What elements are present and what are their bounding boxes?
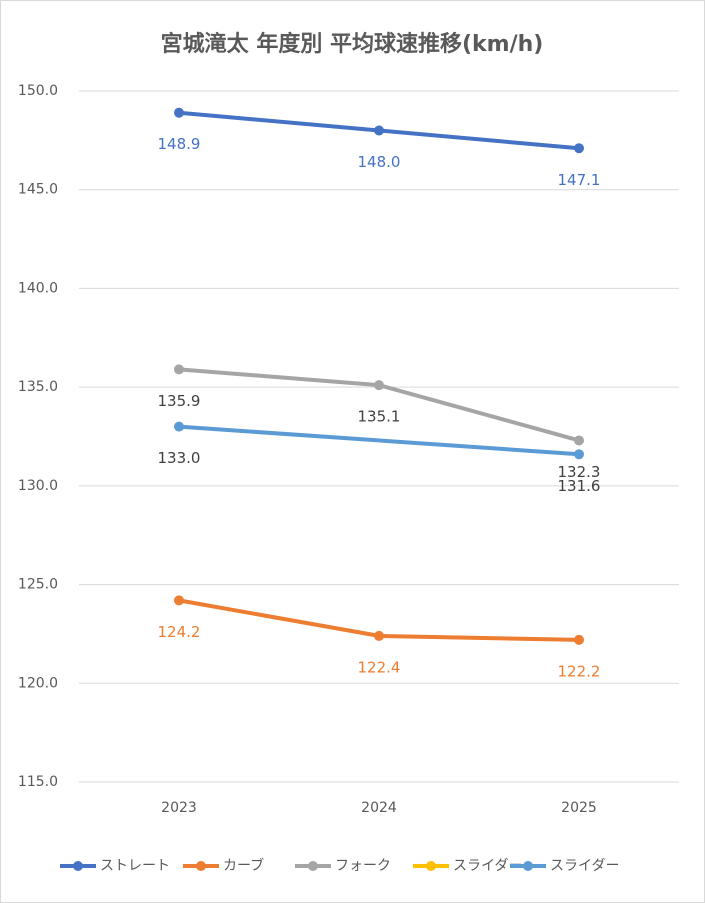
y-tick-label: 145.0 <box>18 182 58 198</box>
y-tick-label: 115.0 <box>18 774 58 790</box>
series-line <box>177 424 581 457</box>
data-label: 131.6 <box>558 477 601 495</box>
point <box>174 421 184 432</box>
point <box>574 449 584 460</box>
x-tick-label: 2025 <box>561 800 597 816</box>
point <box>574 435 584 446</box>
data-label: 122.2 <box>558 662 601 680</box>
data-label: 135.1 <box>358 408 401 426</box>
legend-label: スライダー <box>453 858 522 874</box>
point <box>174 595 184 606</box>
point <box>174 107 184 118</box>
data-label: 132.3 <box>558 463 601 481</box>
point <box>374 380 384 391</box>
x-tick-label: 2024 <box>361 800 397 816</box>
legend-marker <box>426 861 436 871</box>
data-label: 148.9 <box>158 135 201 153</box>
legend-marker <box>73 861 83 871</box>
legend-marker <box>196 861 206 871</box>
legend-marker <box>308 861 318 871</box>
point <box>574 634 584 645</box>
y-tick-label: 150.0 <box>18 83 58 99</box>
point <box>374 125 384 136</box>
y-tick-label: 140.0 <box>18 280 58 296</box>
legend-label: カーブ <box>223 857 264 874</box>
legend-marker <box>523 861 533 871</box>
chart-title: 宮城滝太 年度別 平均球速推移(km/h) <box>161 31 544 57</box>
x-tick-label: 2023 <box>161 800 197 816</box>
point <box>574 143 584 154</box>
data-label: 133.0 <box>158 449 201 467</box>
data-label: 135.9 <box>158 392 201 410</box>
y-tick-label: 135.0 <box>18 379 58 395</box>
data-label: 124.2 <box>158 623 201 641</box>
point <box>374 630 384 641</box>
data-label: 147.1 <box>558 171 601 189</box>
data-label: 148.0 <box>358 153 401 171</box>
point <box>174 364 184 375</box>
legend-label: フォーク <box>335 858 391 874</box>
data-label: 122.4 <box>358 658 401 676</box>
y-tick-label: 120.0 <box>18 675 58 691</box>
y-tick-label: 125.0 <box>18 577 58 593</box>
legend-label: ストレート <box>100 858 170 874</box>
legend-label: スライダー <box>550 858 619 874</box>
y-tick-label: 130.0 <box>18 478 58 494</box>
